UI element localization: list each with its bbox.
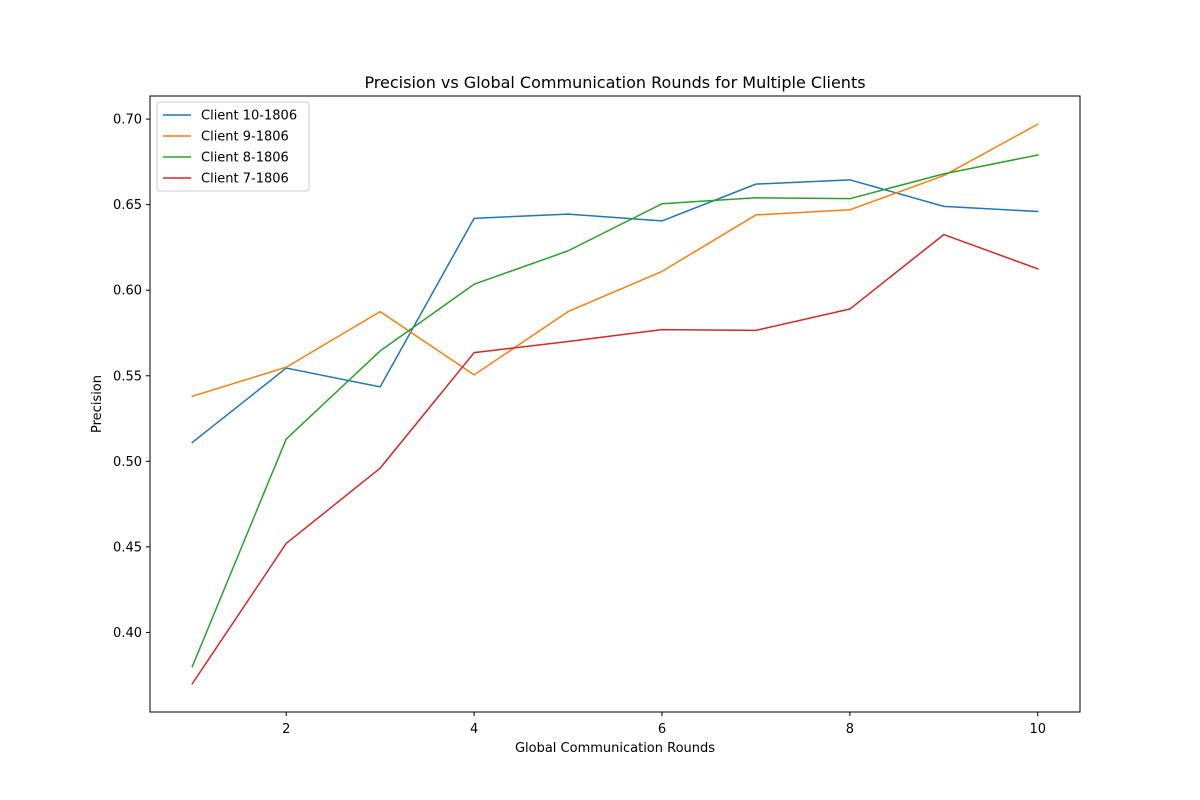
legend-label-3: Client 8-1806	[201, 151, 289, 166]
legend-label-4: Client 7-1806	[201, 172, 289, 187]
legend: Client 10-1806 Client 9-1806 Client 8-1806…	[156, 101, 310, 192]
y-tick-label: 0.70	[113, 113, 142, 128]
y-tick-label: 0.40	[113, 626, 142, 641]
x-tick-label: 8	[846, 722, 854, 737]
axes-frame	[149, 95, 1081, 713]
series-layer	[191, 123, 1039, 685]
series-line-4	[191, 233, 1039, 685]
y-tick-label: 0.45	[113, 540, 142, 555]
x-tick-label: 6	[658, 722, 666, 737]
y-tick-label: 0.55	[113, 369, 142, 384]
legend-label-2: Client 9-1806	[201, 130, 289, 145]
y-tick-label: 0.50	[113, 455, 142, 470]
series-line-2	[191, 123, 1039, 398]
y-axis-label: Precision	[90, 375, 105, 433]
plot-area: 2 4 6 8 10 0.40 0.45 0.50 0.55 0.60 0.65 0.70	[113, 95, 1081, 737]
legend-label-1: Client 10-1806	[201, 109, 297, 124]
x-tick-label: 10	[1029, 722, 1046, 737]
x-tick-label: 4	[470, 722, 478, 737]
y-tick-label: 0.60	[113, 284, 142, 299]
legend-box	[156, 101, 310, 192]
y-tick-label: 0.65	[113, 198, 142, 213]
x-axis-label: Global Communication Rounds	[515, 741, 715, 756]
series-line-3	[191, 154, 1039, 668]
x-tick-label: 2	[282, 722, 290, 737]
y-axis-ticks: 0.40 0.45 0.50 0.55 0.60 0.65 0.70	[113, 113, 150, 641]
x-axis-ticks: 2 4 6 8 10	[282, 712, 1046, 737]
chart-title: Precision vs Global Communication Rounds…	[364, 73, 865, 92]
